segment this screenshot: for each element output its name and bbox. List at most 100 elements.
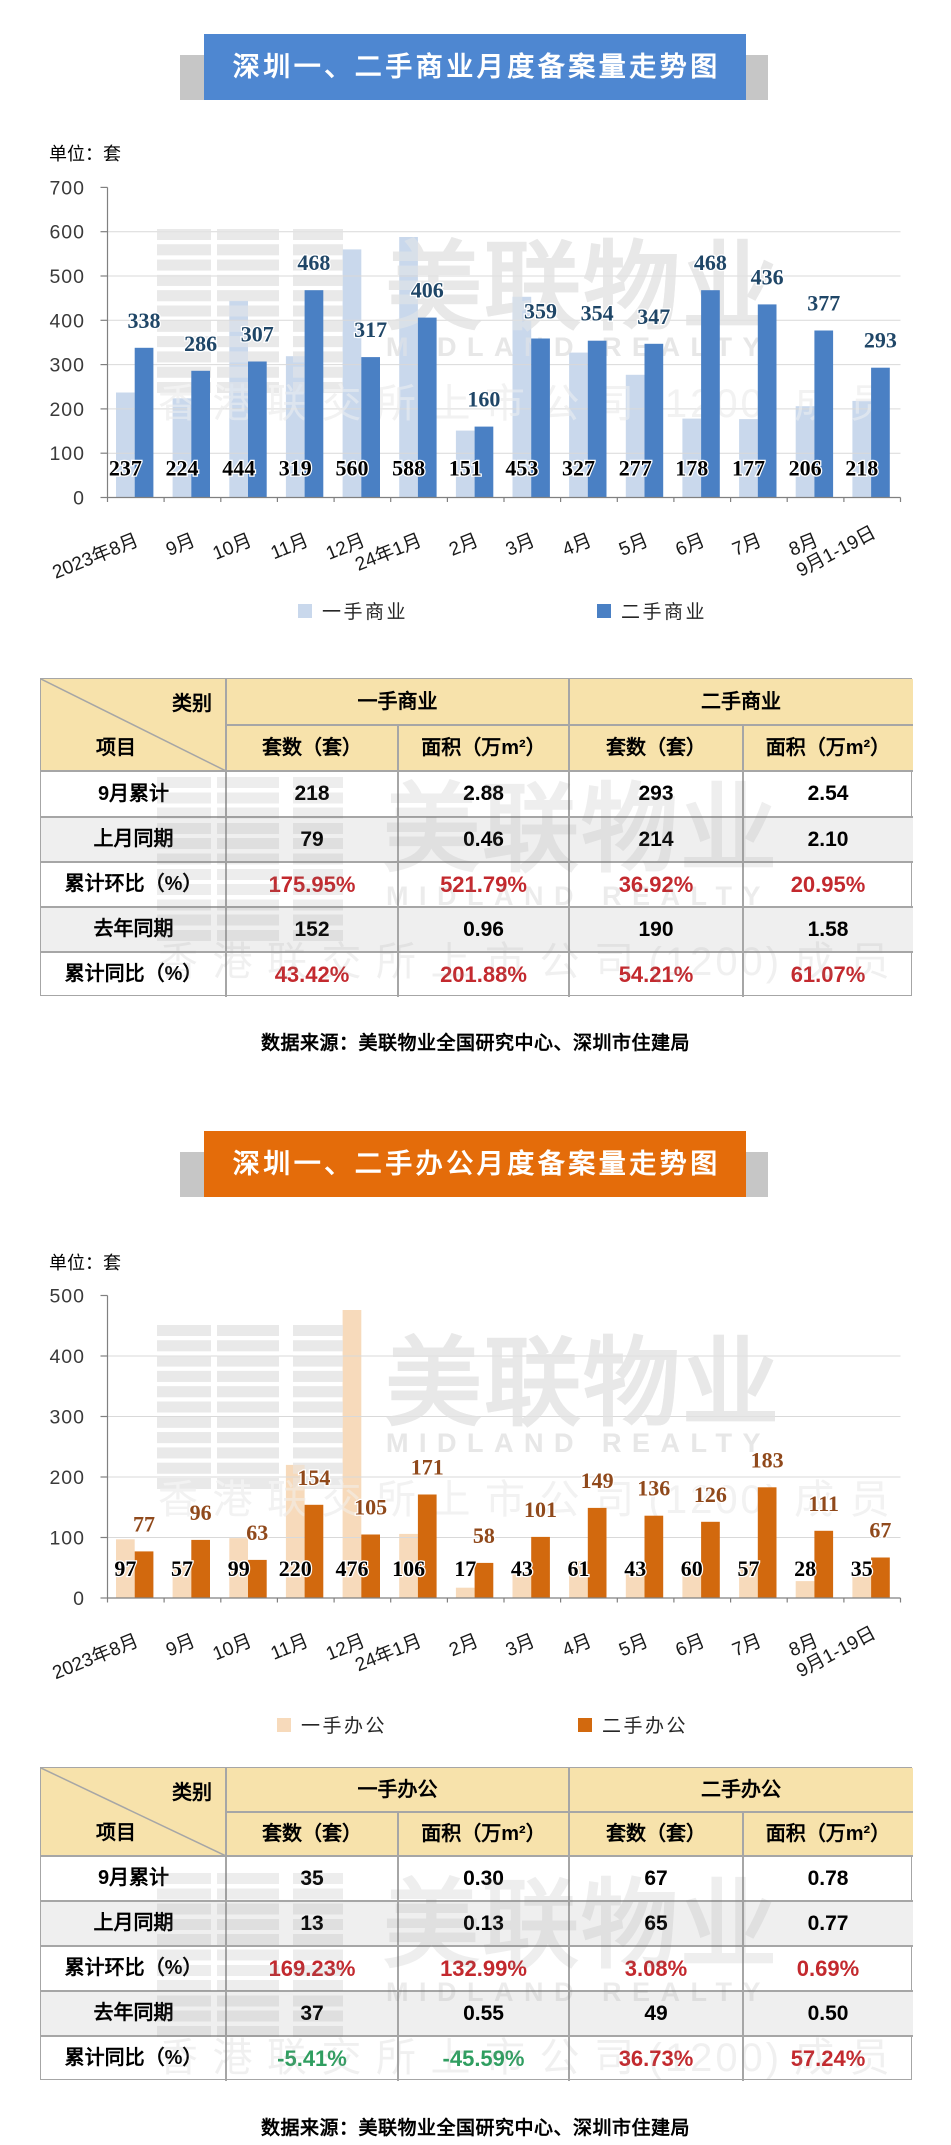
svg-text:149: 149	[581, 1468, 614, 1493]
svg-text:57: 57	[738, 1556, 760, 1581]
svg-text:206: 206	[789, 456, 822, 481]
svg-text:9月: 9月	[163, 1631, 198, 1662]
svg-text:177: 177	[732, 456, 765, 481]
svg-text:101: 101	[524, 1497, 557, 1522]
svg-text:317: 317	[354, 317, 387, 342]
svg-text:200: 200	[49, 399, 85, 421]
svg-text:一手办公: 一手办公	[301, 1715, 387, 1737]
svg-text:468: 468	[694, 250, 727, 275]
svg-text:MIDLAND REALTY: MIDLAND REALTY	[386, 1428, 771, 1458]
svg-text:67: 67	[869, 1518, 891, 1543]
svg-text:600: 600	[49, 222, 85, 244]
svg-text:MIDLAND REALTY: MIDLAND REALTY	[386, 1428, 771, 1458]
svg-text:151: 151	[449, 456, 482, 481]
svg-text:377: 377	[807, 291, 840, 316]
svg-text:43: 43	[511, 1556, 533, 1581]
svg-text:500: 500	[49, 266, 85, 288]
svg-text:338: 338	[128, 308, 161, 333]
svg-text:436: 436	[751, 264, 784, 289]
svg-text:183: 183	[751, 1447, 784, 1472]
svg-text:224: 224	[166, 456, 199, 481]
svg-text:美联物业: 美联物业	[385, 1329, 781, 1438]
svg-text:43: 43	[624, 1556, 646, 1581]
svg-text:2023年8月: 2023年8月	[49, 1630, 141, 1684]
svg-text:9月: 9月	[163, 530, 198, 561]
svg-text:二手办公: 二手办公	[602, 1715, 688, 1737]
svg-text:476: 476	[336, 1556, 369, 1581]
svg-text:57: 57	[171, 1556, 193, 1581]
svg-text:277: 277	[619, 456, 652, 481]
svg-text:359: 359	[524, 299, 557, 324]
svg-text:700: 700	[49, 177, 85, 199]
svg-text:28: 28	[794, 1556, 816, 1581]
svg-text:400: 400	[49, 310, 85, 332]
svg-text:4月: 4月	[560, 530, 595, 561]
svg-text:二手商业: 二手商业	[621, 601, 707, 623]
svg-text:24年1月: 24年1月	[352, 1630, 425, 1677]
svg-text:2月: 2月	[446, 530, 481, 561]
svg-text:126: 126	[694, 1482, 727, 1507]
svg-text:327: 327	[562, 456, 595, 481]
svg-text:2023年8月: 2023年8月	[49, 529, 141, 583]
svg-text:6月: 6月	[673, 1631, 708, 1662]
svg-text:61: 61	[568, 1556, 590, 1581]
svg-text:444: 444	[222, 456, 255, 481]
svg-text:307: 307	[241, 322, 274, 347]
svg-text:220: 220	[279, 1556, 312, 1581]
svg-text:453: 453	[505, 456, 538, 481]
svg-text:24年1月: 24年1月	[352, 529, 425, 576]
svg-text:100: 100	[49, 1528, 85, 1550]
svg-text:406: 406	[411, 278, 444, 303]
svg-text:105: 105	[354, 1495, 387, 1520]
svg-text:3月: 3月	[503, 530, 538, 561]
svg-text:5月: 5月	[616, 530, 651, 561]
svg-text:160: 160	[467, 387, 500, 412]
svg-text:7月: 7月	[729, 530, 764, 561]
svg-text:35: 35	[851, 1556, 873, 1581]
svg-text:11月: 11月	[268, 1631, 312, 1665]
svg-text:17: 17	[454, 1556, 476, 1581]
svg-text:97: 97	[114, 1556, 136, 1581]
svg-text:11月: 11月	[268, 530, 312, 564]
svg-text:178: 178	[675, 456, 708, 481]
svg-text:0: 0	[73, 1588, 85, 1610]
svg-text:香港联交所上市公司(1200)成员: 香港联交所上市公司(1200)成员	[158, 1478, 905, 1522]
svg-text:237: 237	[109, 456, 142, 481]
svg-text:347: 347	[637, 304, 670, 329]
svg-text:400: 400	[49, 1346, 85, 1368]
svg-text:136: 136	[637, 1476, 670, 1501]
svg-text:一手商业: 一手商业	[322, 601, 408, 623]
svg-text:10月: 10月	[210, 530, 255, 565]
svg-text:MIDLAND REALTY: MIDLAND REALTY	[386, 332, 771, 362]
svg-text:154: 154	[297, 1465, 330, 1490]
svg-text:560: 560	[336, 456, 369, 481]
svg-text:2月: 2月	[446, 1631, 481, 1662]
svg-text:171: 171	[411, 1455, 444, 1480]
svg-text:单位：套: 单位：套	[49, 1253, 121, 1273]
svg-text:106: 106	[392, 1556, 425, 1581]
svg-text:7月: 7月	[729, 1631, 764, 1662]
svg-text:77: 77	[133, 1511, 155, 1536]
svg-text:6月: 6月	[673, 530, 708, 561]
svg-text:319: 319	[279, 456, 312, 481]
svg-text:218: 218	[845, 456, 878, 481]
svg-text:500: 500	[49, 1286, 85, 1308]
svg-text:300: 300	[49, 1407, 85, 1429]
svg-text:99: 99	[228, 1556, 250, 1581]
svg-text:468: 468	[297, 250, 330, 275]
svg-text:4月: 4月	[560, 1631, 595, 1662]
svg-text:单位：套: 单位：套	[49, 144, 121, 164]
svg-text:美联物业: 美联物业	[385, 1329, 781, 1438]
svg-text:111: 111	[808, 1491, 839, 1516]
svg-text:63: 63	[246, 1520, 268, 1545]
svg-text:10月: 10月	[210, 1631, 255, 1666]
svg-text:200: 200	[49, 1467, 85, 1489]
svg-text:293: 293	[864, 328, 897, 353]
svg-text:3月: 3月	[503, 1631, 538, 1662]
svg-text:5月: 5月	[616, 1631, 651, 1662]
svg-text:286: 286	[184, 331, 217, 356]
svg-text:香港联交所上市公司(1200)成员: 香港联交所上市公司(1200)成员	[158, 1478, 905, 1522]
svg-text:96: 96	[190, 1500, 212, 1525]
svg-text:354: 354	[581, 301, 614, 326]
svg-text:0: 0	[73, 488, 85, 510]
